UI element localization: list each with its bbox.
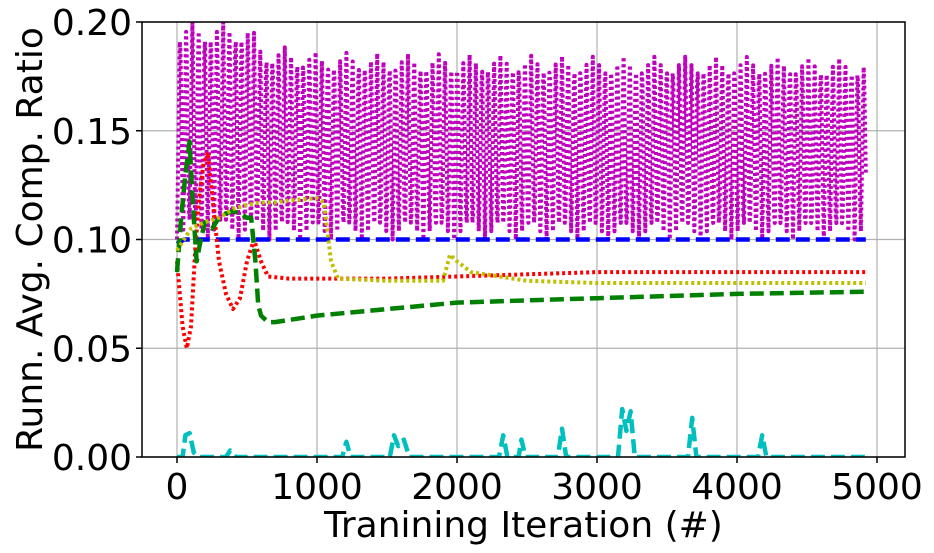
series-line-4 — [174, 139, 866, 325]
y-axis-title: Runn. Avg. Comp. Ratio — [10, 27, 51, 452]
x-tick-label: 5000 — [831, 467, 923, 508]
x-tick-label: 1000 — [271, 467, 363, 508]
x-tick-label: 2000 — [411, 467, 503, 508]
x-tick-label: 0 — [166, 467, 189, 508]
series-line-5 — [175, 196, 866, 285]
x-axis-title: Tranining Iteration (#) — [323, 505, 723, 546]
x-tick-label: 4000 — [691, 467, 783, 508]
x-tick-label: 3000 — [551, 467, 643, 508]
y-axis-ticks: 0.00 0.05 0.10 0.15 0.20 — [52, 3, 142, 479]
y-tick-label: 0.20 — [52, 3, 132, 44]
y-tick-label: 0.00 — [52, 438, 132, 479]
series-line-2 — [175, 237, 866, 246]
y-tick-label: 0.05 — [52, 329, 132, 370]
series-group — [174, 22, 868, 457]
y-tick-label: 0.15 — [52, 112, 132, 153]
y-tick-label: 0.10 — [52, 221, 132, 262]
series-line-6 — [177, 406, 866, 457]
x-axis-ticks: 0 1000 2000 3000 4000 5000 — [166, 457, 923, 508]
series-line-1 — [175, 22, 868, 242]
